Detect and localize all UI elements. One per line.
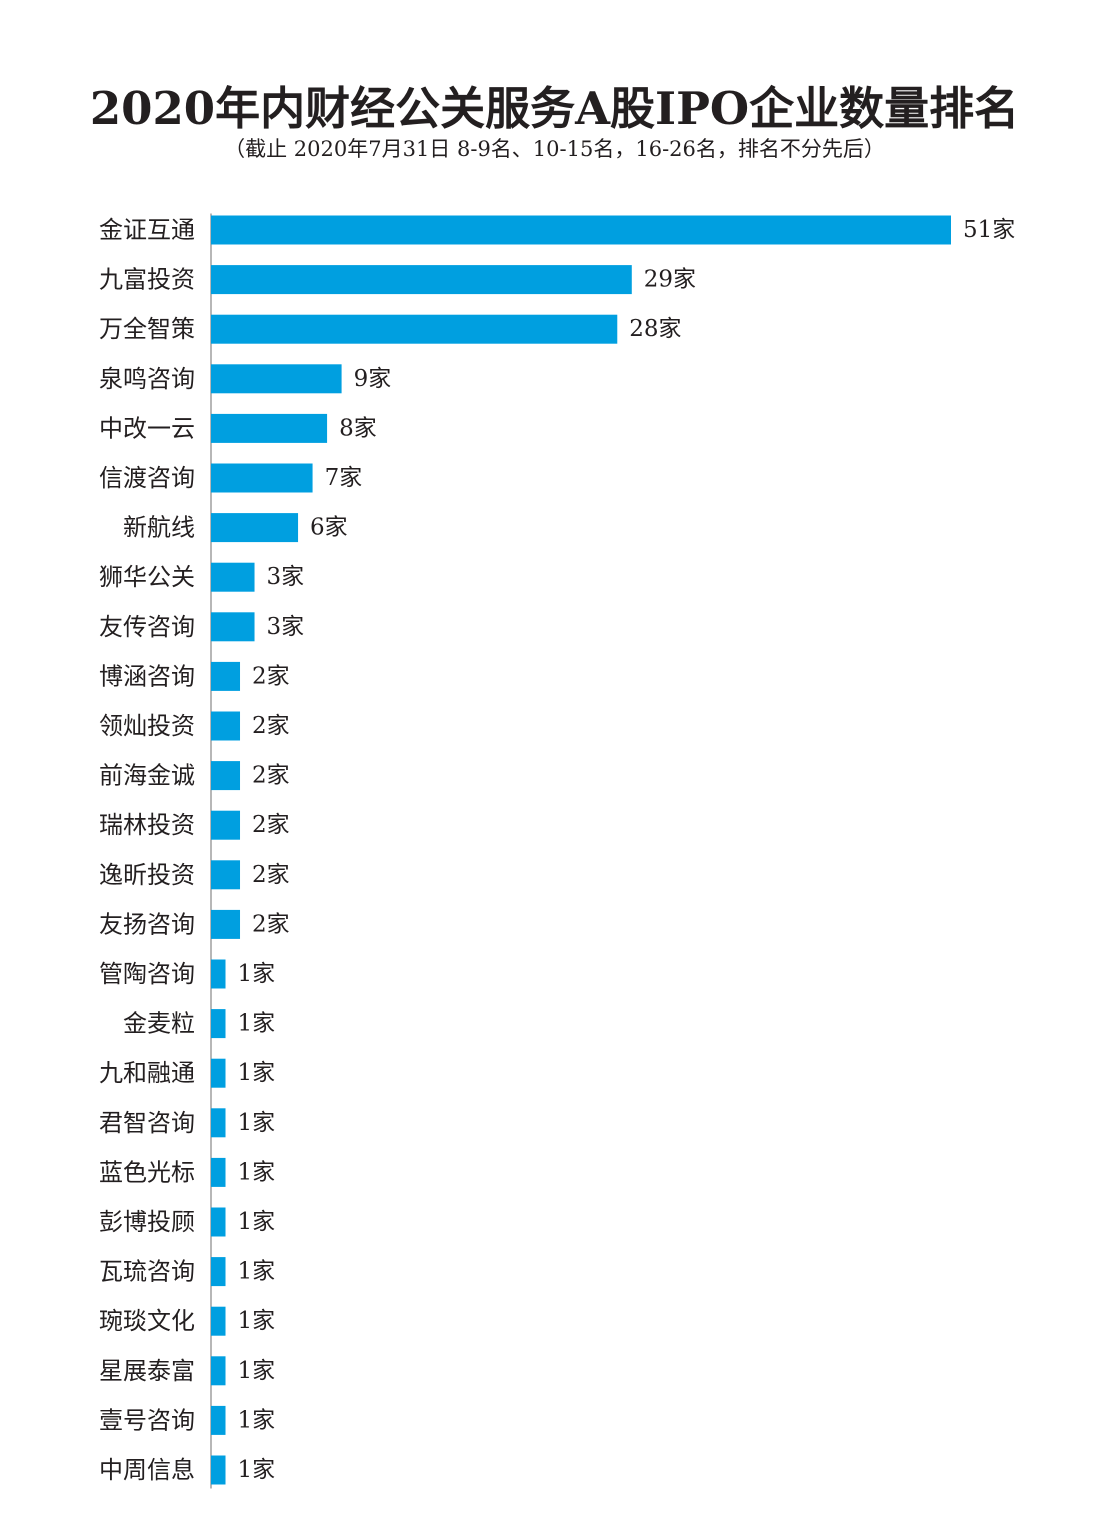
value-label: 1家 — [238, 1407, 276, 1433]
bar — [211, 1009, 226, 1039]
bar — [211, 1405, 226, 1435]
bar — [211, 1157, 226, 1187]
value-label: 1家 — [238, 1209, 276, 1235]
value-label: 2家 — [252, 713, 290, 739]
bar — [211, 215, 951, 245]
category-label: 万全智策 — [99, 315, 195, 343]
value-label: 1家 — [238, 1308, 276, 1334]
value-label: 29家 — [644, 267, 696, 293]
bar — [211, 463, 313, 493]
value-label: 1家 — [238, 1011, 276, 1037]
category-label: 彭博投顾 — [99, 1208, 195, 1236]
category-label: 狮华公关 — [99, 563, 195, 591]
chart-subtitle: （截止 2020年7月31日 8-9名、10-15名，16-26名，排名不分先后… — [224, 137, 885, 161]
bar — [211, 314, 618, 344]
category-label: 金证互通 — [99, 216, 195, 244]
category-label: 君智咨询 — [99, 1109, 195, 1137]
value-label: 2家 — [252, 911, 290, 937]
bar — [211, 612, 255, 642]
bar — [211, 810, 241, 840]
bar — [211, 661, 241, 691]
value-label: 1家 — [238, 1110, 276, 1136]
value-label: 2家 — [252, 763, 290, 789]
category-label: 领灿投资 — [99, 712, 195, 740]
category-label: 琬琰文化 — [99, 1307, 195, 1335]
value-label: 3家 — [267, 614, 305, 640]
value-label: 1家 — [238, 1060, 276, 1086]
value-label: 3家 — [267, 564, 305, 590]
category-label: 蓝色光标 — [99, 1158, 195, 1186]
category-label: 中周信息 — [99, 1456, 195, 1484]
category-label: 新航线 — [123, 514, 195, 542]
bar — [211, 761, 241, 791]
value-label: 51家 — [963, 217, 1015, 243]
category-label: 九富投资 — [99, 266, 195, 294]
value-label: 9家 — [354, 366, 392, 392]
value-label: 6家 — [310, 515, 348, 541]
value-label: 1家 — [238, 961, 276, 987]
category-label: 金麦粒 — [123, 1010, 195, 1038]
bar — [211, 860, 241, 890]
bar — [211, 364, 342, 394]
bar — [211, 1058, 226, 1088]
category-label: 信渡咨询 — [99, 464, 195, 492]
value-label: 8家 — [339, 415, 377, 441]
category-label: 瓦琉咨询 — [99, 1258, 195, 1286]
category-label: 逸昕投资 — [99, 861, 195, 889]
bar — [211, 711, 241, 741]
bar — [211, 513, 299, 543]
bar — [211, 265, 632, 295]
bar — [211, 909, 241, 939]
bar — [211, 959, 226, 989]
bar — [211, 1455, 226, 1485]
bar — [211, 1207, 226, 1237]
category-label: 中改一云 — [99, 414, 195, 442]
chart-title: 2020年内财经公关服务A股IPO企业数量排名 — [89, 82, 1020, 135]
category-label: 壹号咨询 — [99, 1406, 195, 1434]
bar — [211, 1257, 226, 1287]
bar — [211, 413, 328, 443]
category-label: 友传咨询 — [99, 613, 195, 641]
value-label: 1家 — [238, 1457, 276, 1483]
category-label: 博涵咨询 — [99, 662, 195, 690]
category-label: 友扬咨询 — [99, 910, 195, 938]
bar — [211, 562, 255, 592]
value-label: 1家 — [238, 1358, 276, 1384]
category-label: 管陶咨询 — [99, 960, 195, 988]
value-label: 7家 — [325, 465, 363, 491]
category-label: 九和融通 — [99, 1059, 195, 1087]
category-label: 瑞林投资 — [99, 811, 195, 839]
value-label: 1家 — [238, 1159, 276, 1185]
bar — [211, 1108, 226, 1138]
category-label: 前海金诚 — [99, 762, 195, 790]
value-label: 28家 — [629, 316, 681, 342]
value-label: 2家 — [252, 862, 290, 888]
value-label: 1家 — [238, 1259, 276, 1285]
category-label: 泉鸣咨询 — [99, 365, 195, 393]
value-label: 2家 — [252, 812, 290, 838]
bar — [211, 1356, 226, 1386]
value-label: 2家 — [252, 663, 290, 689]
bar — [211, 1306, 226, 1336]
category-label: 星展泰富 — [99, 1357, 195, 1385]
